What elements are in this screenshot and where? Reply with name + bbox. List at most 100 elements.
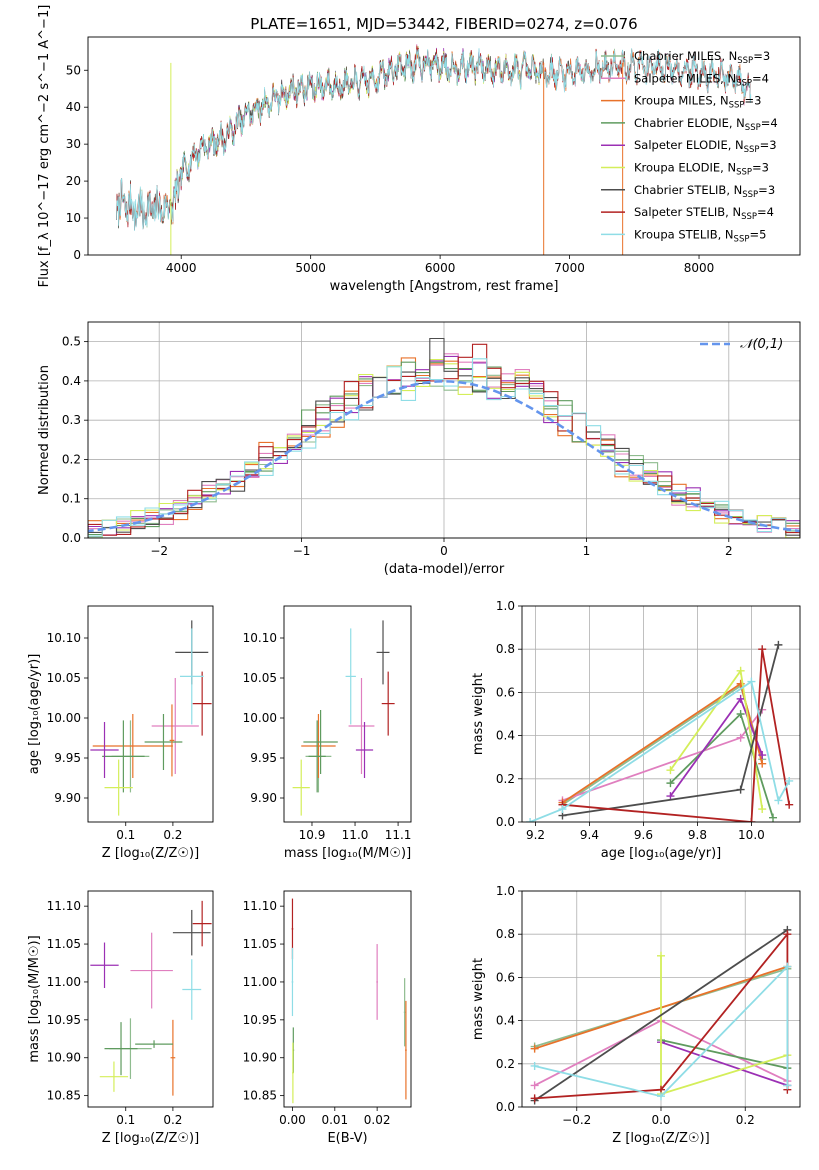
y-tick-label: 40 (66, 100, 81, 114)
weight-line (534, 929, 788, 1102)
y-tick-label: 10.85 (243, 1089, 277, 1103)
legend-eq: = (752, 71, 762, 85)
legend-nssp: 3 (768, 183, 775, 197)
x-tick-label: 0.2 (163, 828, 182, 842)
legend-label: Salpeter MILES, NSSP=4 (634, 71, 769, 88)
x-axis-label: wavelength [Angstrom, rest frame] (330, 279, 559, 294)
legend-sub: SSP (736, 168, 752, 178)
weight-marker (774, 640, 783, 649)
legend-label: Salpeter ELODIE, NSSP=3 (634, 138, 777, 155)
legend-nssp: 3 (763, 49, 770, 63)
weight-marker (666, 779, 675, 788)
weight-marker (783, 1081, 792, 1090)
y-axis-label: age [log₁₀(age/yr)] (27, 654, 42, 775)
legend-label: Chabrier STELIB, NSSP=3 (634, 183, 775, 200)
y-tick-label: 30 (66, 137, 81, 151)
y-tick-label: 11.00 (47, 975, 81, 989)
weight-marker (526, 818, 535, 822)
x-tick-label: 10.9 (299, 828, 326, 842)
weight-line (660, 1039, 788, 1069)
axes-frame (87, 890, 214, 1108)
y-tick-label: 11.05 (47, 937, 81, 951)
weight-marker (785, 776, 794, 785)
legend-label: 𝒩(0,1) (740, 337, 783, 352)
legend-model: Chabrier ELODIE (634, 116, 729, 130)
y-tick-label: 20 (66, 174, 81, 188)
y-tick-label: 0.2 (62, 452, 81, 466)
weight-marker (736, 733, 745, 742)
legend-n: , N (720, 71, 736, 85)
weight-marker (758, 751, 767, 760)
axes-frame (87, 605, 214, 823)
spectrum-plot-area (116, 43, 752, 255)
weight-line (534, 964, 789, 1098)
legend-n: , N (721, 49, 737, 63)
y-tick-label: 10.95 (243, 1013, 277, 1027)
mass-vs-z-plot-area (90, 900, 212, 1096)
y-tick-label: 50 (66, 63, 81, 77)
y-tick-label: 0 (73, 248, 81, 262)
y-tick-label: 11.10 (243, 899, 277, 913)
weight-line (562, 684, 764, 806)
legend-eq: = (752, 161, 762, 175)
x-axis-label: Z [log₁₀(Z/Z☉)] (612, 1131, 709, 1146)
legend-n: , N (726, 183, 742, 197)
y-tick-label: 0.2 (496, 1057, 515, 1071)
y-tick-label: 10 (66, 211, 81, 225)
legend-n: , N (718, 227, 734, 241)
y-tick-label: 0.8 (496, 927, 515, 941)
x-tick-label: 9.2 (526, 828, 545, 842)
x-tick-label: −1 (293, 544, 311, 558)
weight-marker (758, 805, 767, 814)
legend-n: , N (720, 161, 736, 175)
weight-marker (736, 694, 745, 703)
x-tick-label: 5000 (295, 261, 326, 275)
y-tick-label: 0.0 (62, 531, 81, 545)
x-tick-label: 0.2 (163, 1113, 182, 1127)
x-tick-label: −0.2 (562, 1113, 591, 1127)
y-axis-label: Flux [f_λ 10^−17 erg cm^−2 s^−1 A^−1] (37, 5, 52, 288)
weight-vs-z-plot-area (530, 925, 792, 1105)
y-axis-label: mass weight (471, 958, 486, 1040)
y-tick-label: 11.10 (47, 899, 81, 913)
y-tick-label: 10.00 (243, 711, 277, 725)
x-axis-label: (data-model)/error (384, 562, 505, 577)
legend-label: Kroupa ELODIE, NSSP=3 (634, 161, 769, 178)
weight-marker (736, 785, 745, 794)
y-axis-label: mass weight (471, 673, 486, 755)
legend-label: Salpeter STELIB, NSSP=4 (634, 205, 774, 222)
x-tick-label: 9.6 (634, 828, 653, 842)
x-axis-label: mass [log₁₀(M/M☉)] (284, 846, 411, 861)
y-tick-label: 10.90 (47, 1051, 81, 1065)
y-tick-label: 0.3 (62, 413, 81, 427)
y-tick-label: 9.95 (54, 751, 81, 765)
weight-marker (758, 759, 767, 768)
y-tick-label: 10.90 (243, 1051, 277, 1065)
legend-n: , N (728, 138, 744, 152)
legend-model: Salpeter MILES (634, 71, 720, 85)
legend-label: Chabrier ELODIE, NSSP=4 (634, 116, 778, 133)
y-tick-label: 10.00 (47, 711, 81, 725)
weight-marker (666, 792, 675, 801)
weight-line (562, 649, 791, 822)
weight-vs-age-plot-area (526, 640, 794, 822)
legend-nssp: 4 (762, 71, 769, 85)
x-tick-label: 11.0 (342, 828, 369, 842)
legend-n: , N (713, 94, 729, 108)
y-axis-label: Normed distribution (37, 365, 52, 495)
y-tick-label: 10.10 (243, 631, 277, 645)
weight-marker (774, 796, 783, 805)
legend-nssp: 3 (762, 161, 769, 175)
legend-eq: = (753, 49, 763, 63)
y-tick-label: 9.90 (250, 791, 277, 805)
legend-model: Kroupa ELODIE (634, 161, 720, 175)
x-tick-label: 7000 (554, 261, 585, 275)
legend-model: Salpeter STELIB (634, 205, 725, 219)
weight-marker (747, 677, 756, 686)
y-tick-label: 0.4 (496, 729, 515, 743)
y-tick-label: 11.05 (243, 937, 277, 951)
axes-frame (521, 605, 801, 823)
y-tick-label: 0.0 (496, 1100, 515, 1114)
legend-sub: SSP (736, 78, 752, 88)
